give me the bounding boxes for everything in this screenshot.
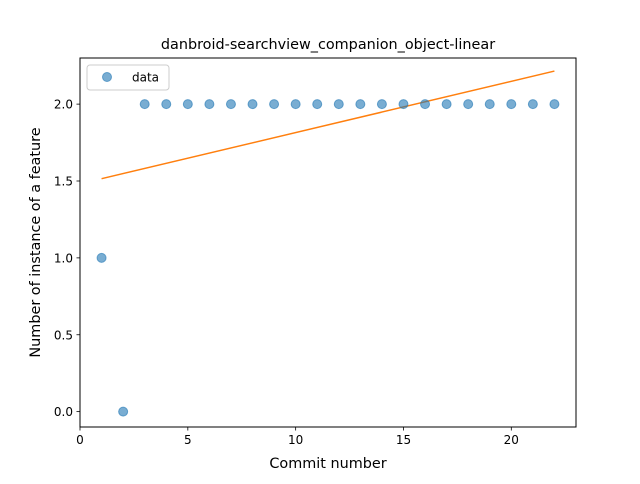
data-point	[376, 99, 387, 110]
y-tick-label: 0.0	[54, 405, 73, 419]
data-point	[182, 99, 193, 110]
y-tick-label: 1.5	[54, 175, 73, 189]
legend: data	[86, 64, 170, 91]
legend-box	[86, 64, 170, 91]
x-axis: 0 5 10 15 20	[76, 427, 519, 447]
data-point	[441, 99, 452, 110]
data-point	[463, 99, 474, 110]
data-point	[312, 99, 323, 110]
data-point	[398, 99, 409, 110]
y-tick-label: 2.0	[54, 98, 73, 112]
y-tick-label: 1.0	[54, 251, 73, 265]
chart-title: danbroid-searchview_companion_object-lin…	[161, 37, 495, 53]
data-point	[96, 252, 107, 263]
data-point	[269, 99, 280, 110]
x-tick-label: 15	[396, 433, 411, 447]
x-tick-label: 20	[504, 433, 519, 447]
data-point	[290, 99, 301, 110]
data-point	[355, 99, 366, 110]
y-tick-label: 0.5	[54, 328, 73, 342]
data-point	[484, 99, 495, 110]
data-point	[549, 99, 560, 110]
y-axis: 0.0 0.5 1.0 1.5 2.0	[54, 98, 80, 419]
fit-line	[101, 70, 555, 180]
x-tick-label: 0	[76, 433, 84, 447]
data-point	[204, 99, 215, 110]
data-point	[506, 99, 517, 110]
data-point	[225, 99, 236, 110]
data-point	[161, 99, 172, 110]
x-tick-label: 10	[288, 433, 303, 447]
axes-frame	[79, 57, 577, 428]
data-point	[527, 99, 538, 110]
x-tick-label: 5	[184, 433, 192, 447]
y-axis-label: Number of instance of a feature	[28, 127, 44, 357]
legend-marker-data	[102, 72, 112, 82]
data-point	[118, 406, 129, 417]
plot-area	[96, 70, 560, 417]
legend-label-data: data	[132, 71, 159, 85]
data-point	[139, 99, 150, 110]
data-point	[333, 99, 344, 110]
data-point	[420, 99, 431, 110]
data-point	[247, 99, 258, 110]
x-axis-label: Commit number	[269, 456, 386, 472]
